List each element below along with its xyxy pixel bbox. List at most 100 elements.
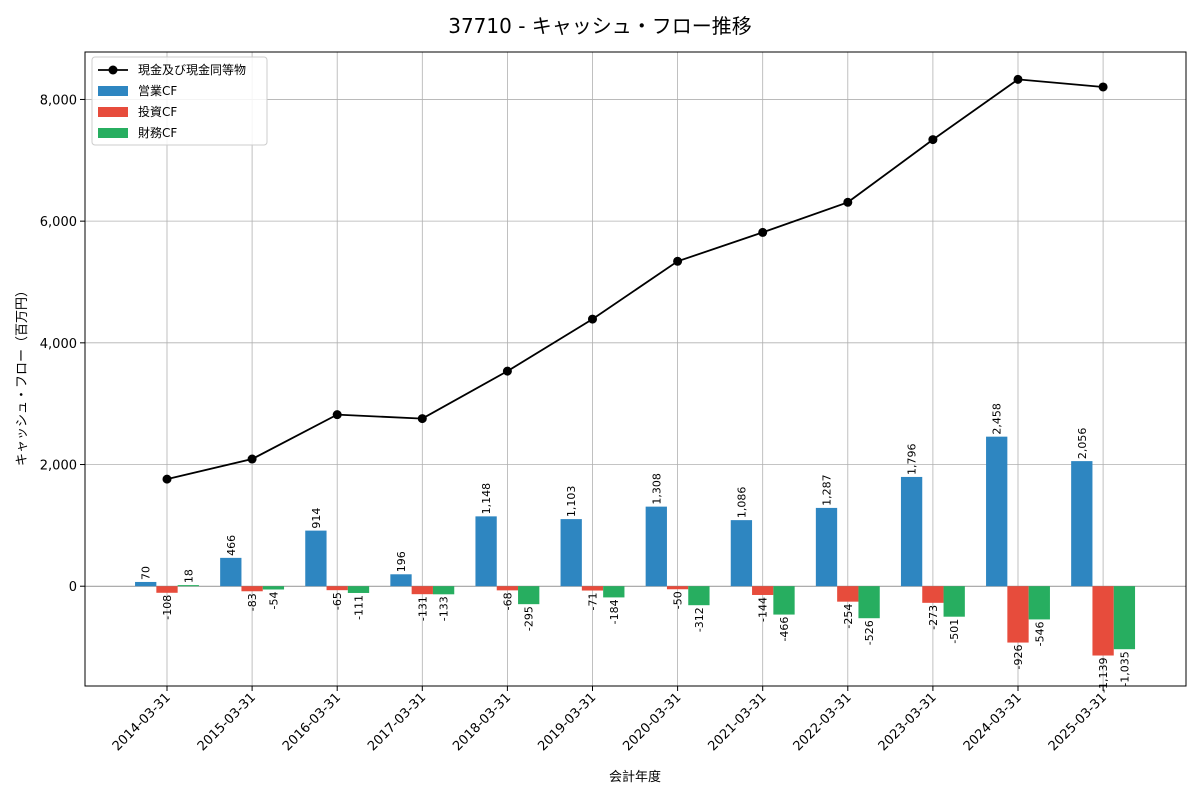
x-tick-label: 2025-03-31 (1046, 690, 1110, 754)
data-label: -50 (672, 591, 685, 609)
y-tick-label: 4,000 (40, 337, 77, 352)
data-label: -184 (608, 599, 621, 624)
data-label: -254 (842, 604, 855, 629)
x-tick-label: 2020-03-31 (620, 690, 684, 754)
data-label: -108 (161, 595, 174, 620)
cash-point (1013, 74, 1023, 84)
bar (432, 586, 455, 595)
bar (560, 519, 582, 587)
bar (262, 586, 285, 590)
x-tick-label: 2018-03-31 (450, 690, 514, 754)
x-tick-label: 2017-03-31 (365, 690, 429, 754)
x-tick-label: 2015-03-31 (195, 690, 259, 754)
bar (411, 586, 433, 595)
bar (305, 530, 327, 587)
data-label: 196 (395, 551, 408, 572)
bar (773, 586, 795, 615)
bar-series-group (135, 436, 1136, 656)
bar (1113, 586, 1136, 650)
cash-point (332, 410, 342, 420)
x-tick-label: 2023-03-31 (876, 690, 940, 754)
data-label: -111 (353, 595, 366, 620)
bar (496, 586, 519, 591)
data-label: 2,056 (1076, 428, 1089, 460)
cash-point (162, 474, 172, 484)
data-label: 1,148 (480, 483, 493, 515)
legend-label: 営業CF (138, 84, 177, 98)
bar (156, 586, 178, 593)
legend-swatch (98, 107, 128, 117)
data-label: -54 (267, 592, 280, 610)
bar (135, 581, 157, 587)
cash-point (928, 135, 938, 145)
bar (730, 520, 753, 587)
data-label: -1,139 (1097, 658, 1110, 693)
cash-point (502, 366, 512, 376)
bar (1007, 586, 1029, 643)
bar (900, 476, 923, 587)
data-label: -131 (416, 596, 429, 621)
data-label: -68 (501, 592, 514, 610)
bar (922, 586, 944, 603)
data-label: -926 (1012, 645, 1025, 670)
bar (837, 586, 859, 602)
x-tick-label: 2022-03-31 (791, 690, 855, 754)
data-label: -466 (778, 617, 791, 642)
data-label: 1,086 (735, 487, 748, 519)
cash-point (588, 314, 597, 324)
bar (858, 586, 880, 619)
bar (603, 586, 625, 598)
x-tick-label: 2024-03-31 (961, 690, 1025, 754)
data-label: -1,035 (1118, 651, 1131, 686)
legend-swatch (98, 86, 128, 96)
bar (815, 507, 838, 587)
bar (475, 516, 497, 587)
bar (220, 557, 242, 587)
legend-label: 投資CF (138, 104, 177, 119)
bar (1092, 586, 1114, 656)
legend-box (91, 56, 268, 146)
y-tick-label: 2,000 (40, 459, 77, 474)
x-axis-label: 会計年度 (609, 769, 661, 785)
bar (666, 586, 689, 590)
cash-point (673, 256, 683, 266)
chart-title: 37710 - キャッシュ・フロー推移 (448, 14, 752, 38)
legend-label: 財務CF (138, 125, 177, 140)
y-tick-label: 0 (69, 580, 77, 595)
data-label: 70 (140, 566, 153, 580)
data-label: -71 (587, 593, 600, 611)
x-tick-label: 2014-03-31 (110, 690, 174, 754)
bar (752, 586, 774, 595)
bar (241, 586, 263, 592)
data-label: -144 (757, 597, 770, 622)
cash-point (417, 414, 427, 424)
plot-frame (84, 51, 1187, 687)
data-label: 1,796 (906, 443, 919, 475)
bar (986, 436, 1008, 587)
cash-point (1098, 82, 1108, 92)
data-label: -526 (863, 620, 876, 645)
data-label: -83 (246, 593, 259, 611)
data-label: 2,458 (991, 403, 1004, 435)
bar (347, 586, 370, 593)
data-labels-group: 70 466 914 196 1,148 1,103 1,308 1,086 1,287 1,79… (140, 403, 1132, 693)
bar (943, 586, 965, 617)
x-tick-label: 2016-03-31 (280, 690, 344, 754)
data-label: -133 (438, 596, 451, 621)
y-tick-label: 6,000 (40, 215, 77, 230)
data-label: 1,287 (821, 474, 834, 506)
x-tick-label: 2021-03-31 (705, 690, 769, 754)
data-label: 466 (225, 535, 238, 556)
data-label: -65 (331, 592, 344, 610)
data-label: 1,103 (565, 486, 578, 518)
bar (518, 586, 540, 605)
data-label: -312 (693, 607, 706, 632)
bar (1028, 586, 1050, 620)
cash-point (758, 227, 768, 237)
cash-point (247, 454, 257, 464)
cash-line (166, 78, 1104, 481)
bar (1071, 461, 1093, 587)
data-label: -546 (1033, 621, 1046, 646)
